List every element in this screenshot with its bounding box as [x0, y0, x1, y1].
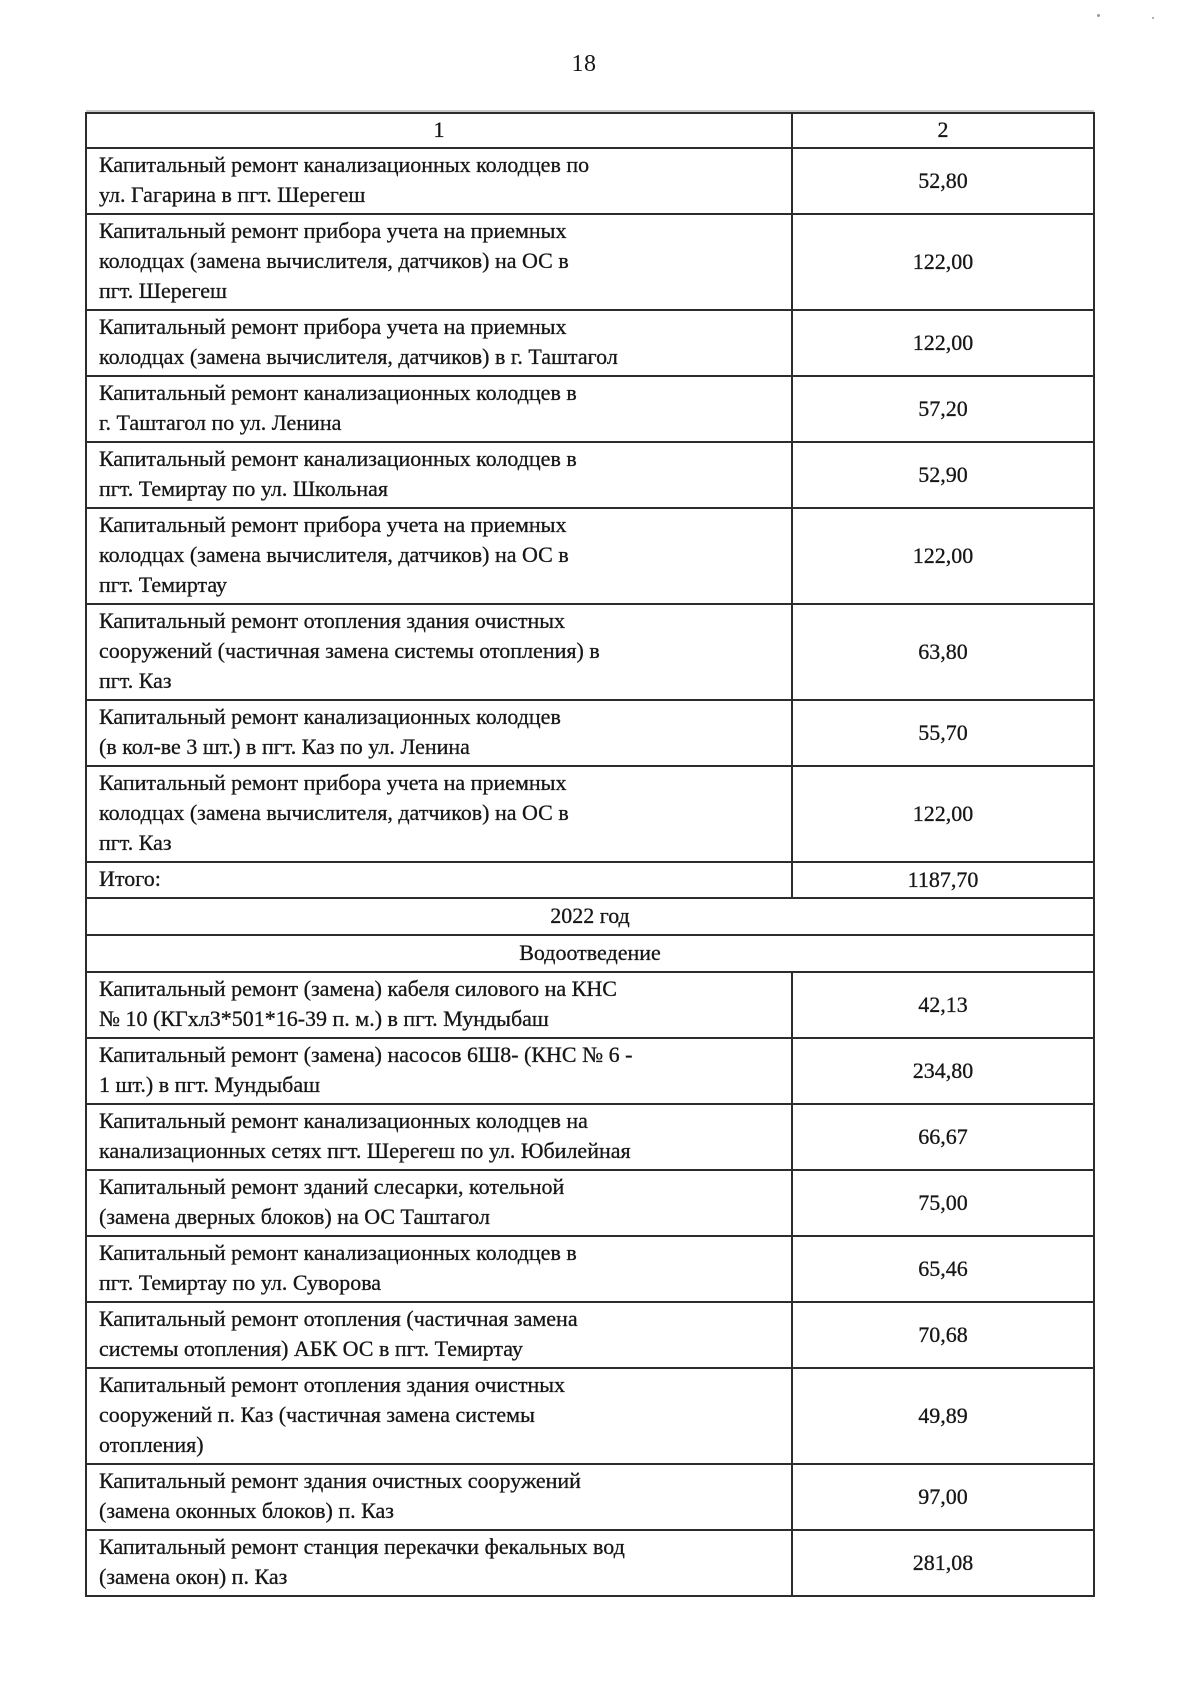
item-description: Капитальный ремонт канализационных колод…: [85, 699, 793, 767]
repairs-table: 1 2 Капитальный ремонт канализационных к…: [85, 112, 1095, 1597]
table-row: Капитальный ремонт прибора учета на прие…: [85, 507, 1095, 605]
item-description: Капитальный ремонт отопления (частичная …: [85, 1301, 793, 1369]
item-description: Капитальный ремонт зданий слесарки, коте…: [85, 1169, 793, 1237]
table-row: Капитальный ремонт отопления здания очис…: [85, 603, 1095, 701]
table-row: Капитальный ремонт станция перекачки фек…: [85, 1529, 1095, 1597]
table-row: Капитальный ремонт здания очистных соору…: [85, 1463, 1095, 1531]
item-description: Капитальный ремонт (замена) кабеля силов…: [85, 971, 793, 1039]
table-row: Капитальный ремонт (замена) кабеля силов…: [85, 971, 1095, 1039]
item-description: Капитальный ремонт канализационных колод…: [85, 441, 793, 509]
table-row: Капитальный ремонт канализационных колод…: [85, 147, 1095, 215]
item-amount: 122,00: [791, 765, 1095, 863]
item-description: Капитальный ремонт канализационных колод…: [85, 1235, 793, 1303]
total-label: Итого:: [85, 861, 793, 899]
item-description: Капитальный ремонт прибора учета на прие…: [85, 213, 793, 311]
item-description: Капитальный ремонт (замена) насосов 6Ш8-…: [85, 1037, 793, 1105]
table-row: Капитальный ремонт канализационных колод…: [85, 1235, 1095, 1303]
item-amount: 57,20: [791, 375, 1095, 443]
table-row: Капитальный ремонт прибора учета на прие…: [85, 309, 1095, 377]
table-header-row: 1 2: [85, 112, 1095, 149]
table-row: Капитальный ремонт канализационных колод…: [85, 1103, 1095, 1171]
table-row: Капитальный ремонт канализационных колод…: [85, 699, 1095, 767]
page-number: 18: [571, 51, 597, 77]
item-amount: 234,80: [791, 1037, 1095, 1105]
item-amount: 70,68: [791, 1301, 1095, 1369]
item-description: Капитальный ремонт отопления здания очис…: [85, 1367, 793, 1465]
item-amount: 52,90: [791, 441, 1095, 509]
section-row-year: 2022 год: [85, 897, 1095, 936]
table-row: Капитальный ремонт прибора учета на прие…: [85, 213, 1095, 311]
item-amount: 49,89: [791, 1367, 1095, 1465]
scan-artifact-dot: [1152, 17, 1154, 19]
column-header-1: 1: [85, 112, 793, 149]
table-row: Капитальный ремонт прибора учета на прие…: [85, 765, 1095, 863]
section-row-category: Водоотведение: [85, 934, 1095, 973]
item-amount: 122,00: [791, 507, 1095, 605]
table-row: Капитальный ремонт зданий слесарки, коте…: [85, 1169, 1095, 1237]
item-amount: 122,00: [791, 309, 1095, 377]
item-description: Капитальный ремонт канализационных колод…: [85, 1103, 793, 1171]
table-row: Капитальный ремонт отопления здания очис…: [85, 1367, 1095, 1465]
item-description: Капитальный ремонт прибора учета на прие…: [85, 309, 793, 377]
item-description: Капитальный ремонт канализационных колод…: [85, 375, 793, 443]
total-amount: 1187,70: [791, 861, 1095, 899]
item-description: Капитальный ремонт прибора учета на прие…: [85, 765, 793, 863]
scan-artifact-dot: [1097, 14, 1100, 17]
item-amount: 52,80: [791, 147, 1095, 215]
item-description: Капитальный ремонт канализационных колод…: [85, 147, 793, 215]
item-amount: 42,13: [791, 971, 1095, 1039]
item-amount: 66,67: [791, 1103, 1095, 1171]
section-title-category: Водоотведение: [85, 934, 1095, 973]
item-amount: 122,00: [791, 213, 1095, 311]
total-row: Итого: 1187,70: [85, 861, 1095, 899]
table-row: Капитальный ремонт канализационных колод…: [85, 375, 1095, 443]
item-amount: 63,80: [791, 603, 1095, 701]
item-description: Капитальный ремонт прибора учета на прие…: [85, 507, 793, 605]
item-description: Капитальный ремонт станция перекачки фек…: [85, 1529, 793, 1597]
column-header-2: 2: [791, 112, 1095, 149]
section-title-year: 2022 год: [85, 897, 1095, 936]
item-amount: 281,08: [791, 1529, 1095, 1597]
item-description: Капитальный ремонт здания очистных соору…: [85, 1463, 793, 1531]
table-row: Капитальный ремонт (замена) насосов 6Ш8-…: [85, 1037, 1095, 1105]
table-row: Капитальный ремонт отопления (частичная …: [85, 1301, 1095, 1369]
item-amount: 97,00: [791, 1463, 1095, 1531]
item-description: Капитальный ремонт отопления здания очис…: [85, 603, 793, 701]
item-amount: 55,70: [791, 699, 1095, 767]
table-row: Капитальный ремонт канализационных колод…: [85, 441, 1095, 509]
item-amount: 75,00: [791, 1169, 1095, 1237]
item-amount: 65,46: [791, 1235, 1095, 1303]
